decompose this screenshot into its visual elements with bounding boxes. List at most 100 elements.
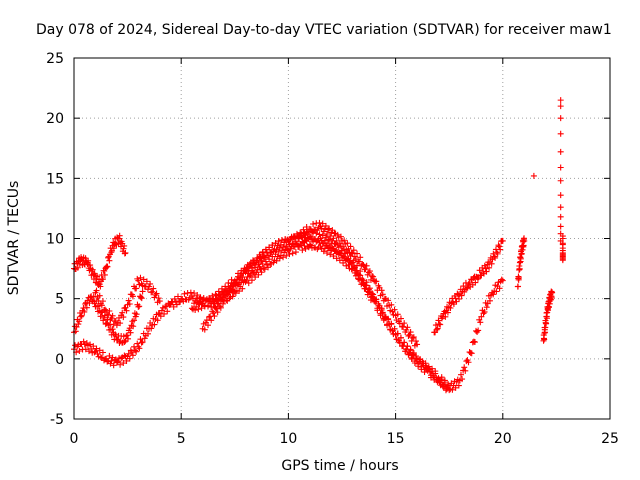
data-point xyxy=(357,272,364,279)
data-point xyxy=(483,268,490,275)
data-point xyxy=(410,351,417,358)
data-point xyxy=(559,233,566,240)
data-point xyxy=(516,266,523,273)
data-point xyxy=(146,283,153,290)
data-point xyxy=(362,266,369,273)
data-point xyxy=(225,279,232,286)
data-point xyxy=(139,339,146,346)
data-point xyxy=(208,300,215,307)
data-point xyxy=(557,192,564,199)
data-point xyxy=(298,230,305,237)
data-point xyxy=(74,264,81,271)
data-point xyxy=(471,339,478,346)
data-point xyxy=(214,309,221,316)
data-point xyxy=(191,290,198,297)
x-tick-label: 20 xyxy=(494,431,512,447)
data-point xyxy=(344,240,351,247)
data-point xyxy=(350,247,357,254)
data-point xyxy=(329,245,336,252)
data-point xyxy=(453,298,460,305)
data-point xyxy=(110,362,117,369)
data-point xyxy=(425,365,432,372)
data-point xyxy=(82,346,89,353)
data-point xyxy=(170,303,177,310)
data-point xyxy=(313,238,320,245)
data-point xyxy=(77,313,84,320)
data-point xyxy=(483,304,490,311)
data-point xyxy=(99,298,106,305)
data-point xyxy=(144,330,151,337)
data-point xyxy=(169,299,176,306)
data-point xyxy=(91,349,98,356)
data-point xyxy=(404,324,411,331)
data-point xyxy=(258,257,265,264)
data-point xyxy=(101,312,108,319)
data-point xyxy=(549,289,556,296)
data-point xyxy=(438,376,445,383)
data-point xyxy=(123,307,130,314)
data-point xyxy=(468,350,475,357)
data-point xyxy=(120,245,127,252)
data-point xyxy=(258,269,265,276)
data-point xyxy=(136,345,143,352)
data-point xyxy=(406,331,413,338)
data-point xyxy=(347,243,354,250)
data-point xyxy=(87,341,94,348)
data-point xyxy=(205,302,211,309)
data-point xyxy=(455,382,462,389)
data-point xyxy=(354,267,361,274)
data-point xyxy=(310,220,317,227)
data-point xyxy=(521,237,528,244)
data-point xyxy=(120,314,127,321)
data-point xyxy=(444,309,451,316)
data-point xyxy=(341,237,348,244)
data-point xyxy=(356,258,363,265)
data-point xyxy=(302,232,309,239)
data-point xyxy=(415,363,422,370)
data-point xyxy=(135,303,142,310)
data-point xyxy=(246,261,253,268)
data-point xyxy=(139,288,146,295)
data-point xyxy=(90,293,97,300)
data-point xyxy=(283,242,290,249)
data-point xyxy=(472,279,479,286)
data-point xyxy=(82,255,89,262)
data-point xyxy=(148,325,155,332)
data-point xyxy=(378,306,385,313)
data-point xyxy=(385,297,392,304)
data-point xyxy=(101,271,108,278)
data-point xyxy=(323,249,330,256)
data-point xyxy=(459,376,466,383)
data-point xyxy=(121,339,128,346)
y-axis-label: SDTVAR / TECUs xyxy=(6,181,22,296)
data-point xyxy=(96,347,103,354)
data-point xyxy=(99,349,106,356)
data-point xyxy=(269,253,276,260)
data-point xyxy=(106,352,113,359)
data-point xyxy=(495,242,502,249)
data-point xyxy=(138,295,145,302)
data-point xyxy=(222,283,229,290)
data-point xyxy=(239,285,246,292)
data-point xyxy=(173,301,180,308)
data-point xyxy=(284,246,291,253)
data-point xyxy=(106,308,113,315)
data-point xyxy=(286,251,293,258)
data-point xyxy=(518,250,525,257)
data-point xyxy=(188,305,195,312)
data-point xyxy=(557,164,564,171)
data-point xyxy=(437,321,444,328)
data-point xyxy=(121,352,128,359)
data-point xyxy=(475,327,482,334)
data-point xyxy=(414,341,421,348)
data-point xyxy=(281,239,288,246)
data-point xyxy=(266,244,273,251)
data-point xyxy=(405,332,412,339)
data-point xyxy=(283,252,290,259)
y-tick-label: 15 xyxy=(46,171,64,187)
data-point xyxy=(557,97,564,104)
data-point xyxy=(210,295,217,302)
data-point xyxy=(93,345,100,352)
data-point xyxy=(123,332,130,339)
